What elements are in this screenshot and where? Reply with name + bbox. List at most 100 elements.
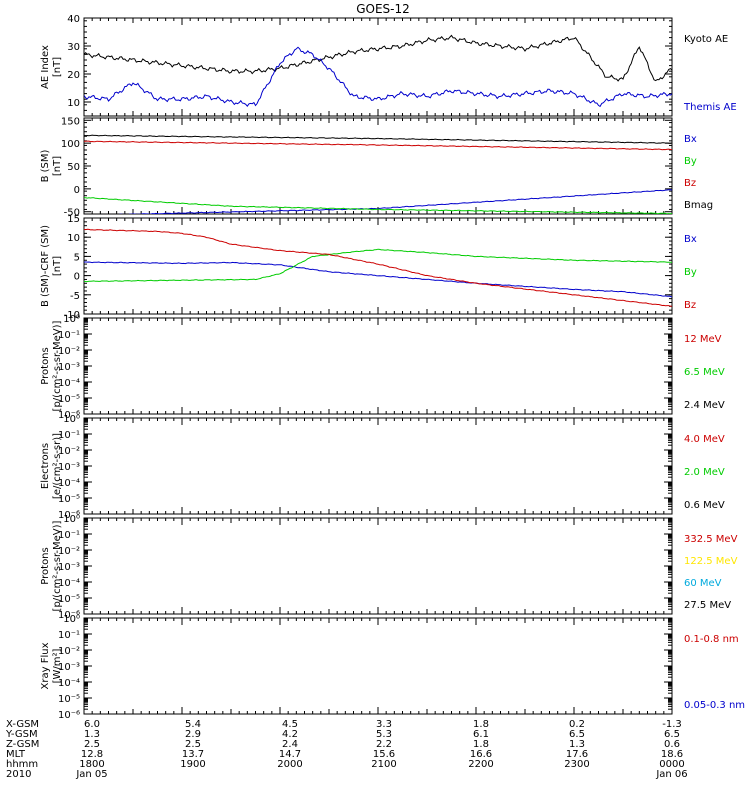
y-axis-label: Protons	[40, 547, 51, 584]
series-ae-themis-ae	[84, 46, 672, 108]
legend-electrons-0: 4.0 MeV	[684, 434, 725, 445]
legend-protons2-3: 27.5 MeV	[684, 600, 731, 611]
ephemeris-cell: 2.5	[185, 739, 201, 750]
ephemeris-cell: 0000	[659, 759, 684, 770]
y-tick-label: 10⁻⁵	[58, 394, 80, 405]
y-axis-unit: [p/(cm²-s-sr-MeV)]	[52, 320, 63, 411]
panel-frame	[83, 317, 673, 415]
ephemeris-row-label: 2010	[6, 769, 31, 780]
y-tick-label: 15	[67, 214, 80, 225]
ephemeris-cell: 6.5	[569, 729, 585, 740]
y-axis-unit: [nT]	[52, 57, 63, 77]
ephemeris-cell: 2.5	[84, 739, 100, 750]
y-tick-label: 100	[61, 139, 80, 150]
y-tick-label: 10⁻⁴	[58, 378, 80, 389]
ephemeris-cell: 2300	[564, 759, 589, 770]
y-tick-label: 10⁻³	[58, 562, 80, 573]
legend-protons1-0: 12 MeV	[684, 334, 722, 345]
legend-bsm-0: Bx	[684, 134, 697, 145]
ephemeris-row-label: Z-GSM	[6, 739, 39, 750]
y-axis-label: Xray Flux	[40, 642, 51, 689]
panel-frame	[83, 517, 673, 615]
ephemeris-cell: -1.3	[662, 719, 682, 730]
ephemeris-cell: 6.5	[664, 729, 680, 740]
y-tick-label: 10⁻³	[58, 362, 80, 373]
ephemeris-cell: 3.3	[376, 719, 392, 730]
y-tick-label: 10⁻⁶	[58, 610, 80, 621]
ephemeris-cell: Jan 06	[655, 769, 687, 780]
legend-bsm-2: Bz	[684, 178, 696, 189]
panel-xray: 10⁻⁶ 10⁻⁵ 10⁻⁴ 10⁻³ 10⁻² 10⁻¹ 10⁰ Xray Flux [W/m…	[40, 614, 745, 721]
series-ae-kyoto-ae	[84, 34, 672, 82]
ephemeris-table: X-GSMY-GSMZ-GSMMLThhmm20106.01.32.512.81…	[5, 719, 688, 780]
ephemeris-cell: 1900	[180, 759, 205, 770]
y-tick-label: 20	[67, 70, 80, 81]
y-tick-label: -10	[64, 310, 80, 321]
panel-protons1: 10⁻⁶ 10⁻⁵ 10⁻⁴ 10⁻³ 10⁻² 10⁻¹ 10⁰ Protons [p/(cm…	[40, 314, 725, 421]
ephemeris-cell: 6.1	[473, 729, 489, 740]
y-tick-label: 10⁻²	[58, 546, 80, 557]
ephemeris-cell: 1.8	[473, 719, 489, 730]
y-tick-label: 10⁻²	[58, 446, 80, 457]
ephemeris-cell: Jan 05	[75, 769, 107, 780]
y-axis-unit: [nT]	[52, 156, 63, 176]
y-tick-label: 10⁻¹	[58, 530, 80, 541]
ephemeris-cell: 2.4	[282, 739, 298, 750]
y-axis-unit: [nT]	[52, 256, 63, 276]
panel-bsm: -50 0 50 100 150 B (SM) [nT] Bx By Bz Bmag	[40, 116, 713, 218]
y-tick-label: 10	[67, 98, 80, 109]
series-bsm-bz	[84, 140, 672, 151]
ephemeris-cell: 0.6	[664, 739, 680, 750]
y-axis-unit: [W/m²]	[52, 648, 63, 683]
legend-bdiff-0: Bx	[684, 234, 697, 245]
legend-protons2-1: 122.5 MeV	[684, 556, 738, 567]
ephemeris-cell: 2.2	[376, 739, 392, 750]
ephemeris-cell: 2100	[371, 759, 396, 770]
y-tick-label: 10⁻⁴	[58, 678, 80, 689]
y-axis-unit: [p/(cm²-s-sr-MeV)]	[52, 520, 63, 611]
y-tick-label: 10⁻⁵	[58, 594, 80, 605]
y-axis-unit: [e/(cm²-s-sr)]	[52, 433, 63, 499]
legend-protons2-0: 332.5 MeV	[684, 534, 738, 545]
y-tick-label: 10⁻¹	[58, 330, 80, 341]
ephemeris-row-label: Y-GSM	[5, 729, 38, 740]
series-bdiff-by	[84, 248, 672, 283]
y-tick-label: 10⁰	[63, 514, 80, 525]
panel-frame	[83, 417, 673, 515]
panel-frame	[83, 617, 673, 715]
legend-electrons-1: 2.0 MeV	[684, 467, 725, 478]
legend-ae-0: Kyoto AE	[684, 34, 728, 45]
ephemeris-cell: 17.6	[566, 749, 588, 760]
panel-protons2: 10⁻⁶ 10⁻⁵ 10⁻⁴ 10⁻³ 10⁻² 10⁻¹ 10⁰ Protons [p/(cm…	[40, 514, 738, 621]
y-tick-label: 10⁰	[63, 314, 80, 325]
y-tick-label: 10⁻⁶	[58, 510, 80, 521]
ephemeris-cell: 15.6	[373, 749, 395, 760]
y-tick-label: 10⁻⁴	[58, 478, 80, 489]
ephemeris-cell: 2200	[468, 759, 493, 770]
ephemeris-cell: 0.2	[569, 719, 585, 730]
ephemeris-cell: 2.9	[185, 729, 201, 740]
y-tick-label: 10⁰	[63, 614, 80, 625]
ephemeris-row-label: MLT	[6, 749, 26, 760]
ephemeris-cell: 18.6	[661, 749, 683, 760]
series-bdiff-bz	[84, 228, 672, 307]
y-tick-label: 40	[67, 14, 80, 25]
ephemeris-cell: 4.2	[282, 729, 298, 740]
series-bsm-by	[84, 196, 672, 214]
ephemeris-cell: 14.7	[279, 749, 301, 760]
ephemeris-cell: 12.8	[81, 749, 103, 760]
legend-electrons-2: 0.6 MeV	[684, 500, 725, 511]
y-tick-label: 10⁻²	[58, 646, 80, 657]
legend-bsm-3: Bmag	[684, 200, 713, 211]
ephemeris-cell: 1800	[79, 759, 104, 770]
y-axis-label: B (SM)-CRF (SM)	[40, 225, 51, 307]
legend-xray-1: 0.05-0.3 nm	[684, 700, 745, 711]
ephemeris-cell: 1.3	[84, 729, 100, 740]
legend-bsm-1: By	[684, 156, 697, 167]
ephemeris-cell: 1.3	[569, 739, 585, 750]
ephemeris-cell: 4.5	[282, 719, 298, 730]
y-tick-label: 10⁰	[63, 414, 80, 425]
legend-xray-0: 0.1-0.8 nm	[684, 634, 739, 645]
